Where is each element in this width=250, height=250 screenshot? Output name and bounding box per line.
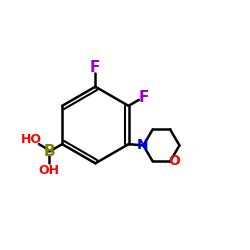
Text: N: N: [137, 138, 148, 152]
Text: OH: OH: [39, 164, 60, 177]
Text: F: F: [90, 60, 100, 75]
Text: F: F: [139, 90, 149, 105]
Text: HO: HO: [21, 133, 42, 146]
Text: O: O: [168, 154, 180, 168]
Text: B: B: [44, 144, 55, 159]
